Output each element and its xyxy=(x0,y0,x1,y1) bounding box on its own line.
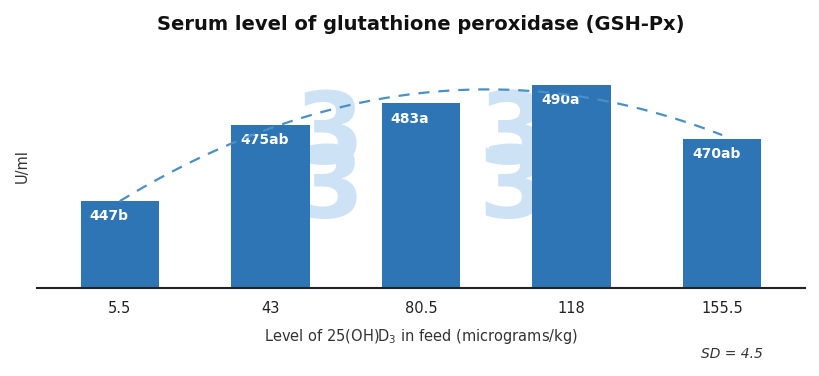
Text: 3: 3 xyxy=(477,88,547,185)
Bar xyxy=(382,103,459,288)
Text: 483a: 483a xyxy=(391,112,429,126)
Text: 470ab: 470ab xyxy=(691,147,740,161)
Y-axis label: U/ml: U/ml xyxy=(15,149,30,183)
Bar xyxy=(682,139,760,288)
Text: 3: 3 xyxy=(477,142,547,239)
Text: 447b: 447b xyxy=(89,209,129,223)
Title: Serum level of glutathione peroxidase (GSH-Px): Serum level of glutathione peroxidase (G… xyxy=(157,15,684,34)
Text: 475ab: 475ab xyxy=(240,133,288,147)
Text: 3: 3 xyxy=(294,142,363,239)
Text: 490a: 490a xyxy=(541,92,579,107)
Bar xyxy=(532,85,610,288)
Bar xyxy=(80,201,159,288)
Bar xyxy=(231,125,309,288)
Text: 3: 3 xyxy=(294,88,363,185)
Text: SD = 4.5: SD = 4.5 xyxy=(700,347,762,361)
X-axis label: Level of 25(OH)D$_3$ in feed (micrograms/kg): Level of 25(OH)D$_3$ in feed (micrograms… xyxy=(264,327,577,346)
